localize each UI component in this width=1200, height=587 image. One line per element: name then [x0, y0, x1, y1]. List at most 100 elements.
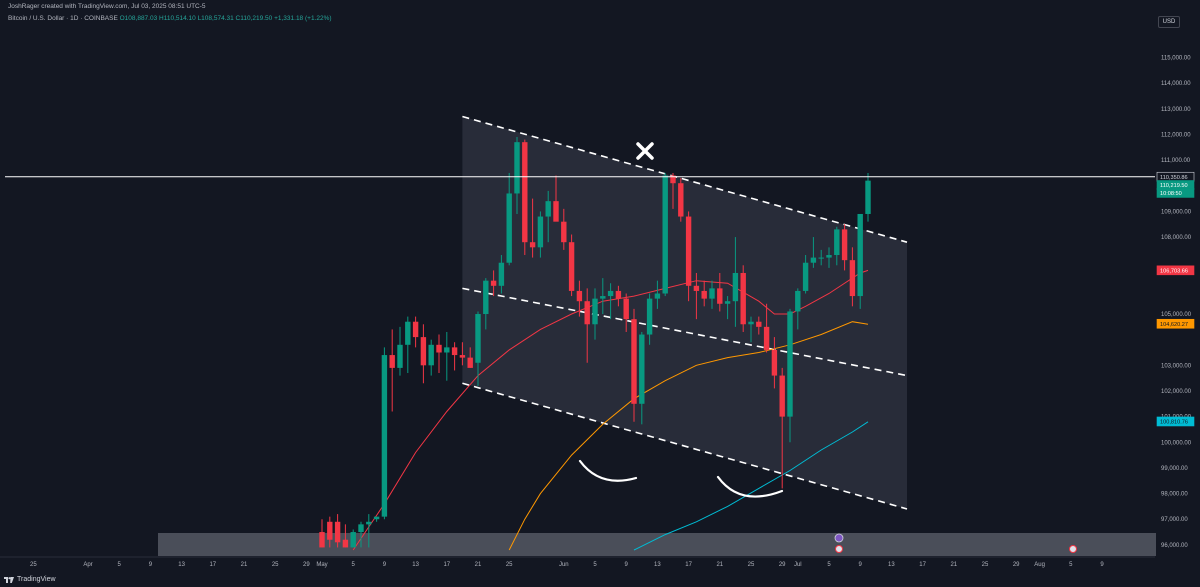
svg-text:110,350.86: 110,350.86 — [1160, 175, 1188, 181]
candle — [763, 303, 770, 353]
candle — [841, 224, 848, 271]
candle — [654, 280, 661, 309]
channel-middle-line — [462, 287, 908, 377]
footer-brand-text: TradingView — [17, 576, 56, 583]
candle — [451, 342, 458, 371]
time-tick-label: Jun — [559, 562, 569, 568]
candle — [537, 211, 544, 258]
currency-selector[interactable]: USD — [1158, 16, 1180, 28]
candle — [498, 255, 505, 294]
candle — [436, 334, 442, 374]
price-tick-label: 112,000.00 — [1161, 132, 1191, 138]
flag-marker-icon[interactable] — [1069, 545, 1077, 553]
candle — [670, 172, 676, 209]
price-badge: 110,350.86 — [1156, 171, 1195, 182]
candle — [826, 247, 832, 268]
cross-mark-icon — [636, 142, 654, 160]
candle — [685, 211, 692, 302]
svg-text:100,810.76: 100,810.76 — [1160, 419, 1188, 425]
candle — [615, 285, 622, 307]
time-tick-label: 5 — [118, 562, 122, 568]
price-tick-label: 96,000.00 — [1161, 543, 1188, 549]
candle — [350, 529, 356, 548]
candle — [795, 288, 801, 330]
moving-average-line — [633, 421, 869, 551]
time-tick-label: 25 — [30, 562, 37, 568]
time-tick-label: 17 — [209, 562, 216, 568]
footer-brand: TradingView — [4, 576, 56, 583]
time-tick-label: 13 — [888, 562, 895, 568]
candle — [490, 270, 497, 297]
flag-marker-icon[interactable] — [835, 545, 843, 553]
price-labels: 110,350.86 110,219.50 10:08:50 106,703.66 10… — [1156, 171, 1195, 427]
time-tick-label: 21 — [950, 562, 957, 568]
time-tick-label: 25 — [748, 562, 755, 568]
candle — [561, 208, 567, 250]
time-tick-label: 13 — [412, 562, 419, 568]
ohlc-values: O108,887.03 H110,514.10 L108,574.31 C110… — [119, 15, 273, 22]
candle — [834, 226, 840, 266]
candle — [732, 237, 739, 327]
time-tick-label: 21 — [716, 562, 723, 568]
price-tick-label: 114,000.00 — [1161, 81, 1191, 87]
symbol-name: Bitcoin / U.S. Dollar · 1D · COINBASE — [8, 15, 118, 22]
time-tick-label: 25 — [272, 562, 279, 568]
candle — [381, 347, 388, 520]
time-tick-label: 29 — [1013, 562, 1020, 568]
moving-averages — [352, 269, 869, 551]
price-tick-label: 98,000.00 — [1161, 492, 1188, 498]
candle — [818, 249, 824, 266]
time-tick-label: 17 — [685, 562, 692, 568]
tradingview-logo-icon — [4, 576, 14, 583]
candle — [865, 172, 871, 222]
price-tick-label: 113,000.00 — [1161, 107, 1191, 113]
time-tick-label: 21 — [475, 562, 482, 568]
candle — [740, 265, 746, 332]
candle — [545, 190, 551, 243]
candle — [553, 175, 559, 222]
price-badge: 104,620.27 — [1156, 318, 1195, 329]
candle — [607, 283, 614, 320]
candle — [678, 178, 684, 222]
candle — [771, 337, 778, 389]
candle — [529, 198, 536, 258]
candle — [576, 280, 583, 317]
candle — [717, 272, 723, 312]
candle — [459, 342, 466, 366]
candle — [334, 514, 341, 548]
price-badge: 106,703.66 — [1156, 265, 1195, 276]
svg-text:106,703.66: 106,703.66 — [1160, 268, 1188, 274]
candle — [444, 331, 450, 381]
right-low-arc — [716, 475, 784, 498]
bottom-highlight-zone — [158, 533, 1156, 556]
event-marker-icon[interactable] — [834, 533, 844, 543]
time-tick-label: 29 — [779, 562, 786, 568]
time-axis[interactable]: 25 Apr 5 9 13 17 21 25 29 May 5 9 13 17 21 25 Jun 5 9 13 17 2… — [30, 562, 1104, 568]
price-tick-label: 97,000.00 — [1161, 517, 1188, 523]
price-tick-label: 115,000.00 — [1161, 56, 1191, 62]
price-badge: 100,810.76 — [1156, 416, 1195, 427]
time-tick-label: 5 — [352, 562, 356, 568]
candle — [405, 316, 411, 374]
time-tick-label: 9 — [383, 562, 387, 568]
price-tick-label: 111,000.00 — [1161, 158, 1191, 164]
candle — [373, 516, 380, 522]
svg-text:110,219.50: 110,219.50 — [1160, 183, 1188, 189]
time-tick-label: 5 — [593, 562, 597, 568]
price-axis[interactable]: 115,000.00 114,000.00 113,000.00 112,000.00… — [1161, 56, 1192, 549]
candle — [592, 288, 598, 340]
channel-fill — [462, 116, 907, 509]
candle — [420, 324, 427, 384]
time-tick-label: May — [316, 562, 327, 568]
candle — [802, 255, 809, 294]
candle — [631, 308, 637, 422]
moving-average-line — [352, 269, 869, 551]
time-tick-label: 13 — [654, 562, 661, 568]
candle — [342, 524, 349, 548]
price-tick-label: 109,000.00 — [1161, 209, 1192, 215]
price-tick-label: 100,000.00 — [1161, 440, 1192, 446]
time-tick-label: 29 — [303, 562, 310, 568]
candle — [600, 278, 606, 315]
channel-lower-line — [462, 382, 908, 510]
